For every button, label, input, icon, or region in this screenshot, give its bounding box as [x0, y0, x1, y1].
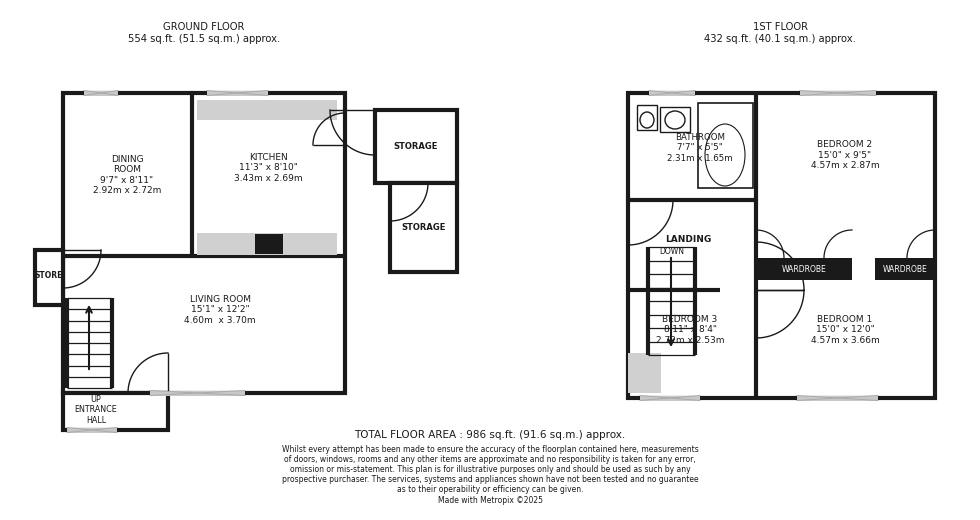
Text: BEDROOM 2
15'0" x 9'5"
4.57m x 2.87m: BEDROOM 2 15'0" x 9'5" 4.57m x 2.87m [810, 140, 879, 170]
Text: as to their operability or efficiency can be given.: as to their operability or efficiency ca… [397, 485, 583, 494]
Text: TOTAL FLOOR AREA : 986 sq.ft. (91.6 sq.m.) approx.: TOTAL FLOOR AREA : 986 sq.ft. (91.6 sq.m… [355, 430, 625, 440]
Bar [67, 427, 117, 433]
Bar [63, 93, 345, 393]
Text: STORAGE: STORAGE [402, 223, 446, 232]
Text: 1ST FLOOR
432 sq.ft. (40.1 sq.m.) approx.: 1ST FLOOR 432 sq.ft. (40.1 sq.m.) approx… [704, 22, 856, 44]
Text: prospective purchaser. The services, systems and appliances shown have not been : prospective purchaser. The services, sys… [281, 475, 699, 484]
Bar [660, 107, 690, 132]
Bar [35, 250, 63, 305]
Bar [84, 90, 118, 96]
Ellipse shape [640, 112, 654, 128]
Text: Made with Metropix ©2025: Made with Metropix ©2025 [437, 496, 543, 505]
Text: BATHROOM
7'7" x 5'5"
2.31m x 1.65m: BATHROOM 7'7" x 5'5" 2.31m x 1.65m [667, 133, 733, 163]
Bar [207, 90, 268, 96]
Bar [628, 93, 935, 398]
Ellipse shape [665, 111, 685, 129]
Bar [63, 393, 168, 430]
Bar [197, 233, 337, 255]
Text: GROUND FLOOR
554 sq.ft. (51.5 sq.m.) approx.: GROUND FLOOR 554 sq.ft. (51.5 sq.m.) app… [127, 22, 280, 44]
Text: DINING
ROOM
9'7" x 8'11"
2.92m x 2.72m: DINING ROOM 9'7" x 8'11" 2.92m x 2.72m [93, 155, 161, 195]
Bar [375, 110, 457, 183]
Text: WARDROBE: WARDROBE [883, 265, 927, 274]
Text: WARDROBE: WARDROBE [782, 265, 826, 274]
Text: LIVING ROOM
15'1" x 12'2"
4.60m  x 3.70m: LIVING ROOM 15'1" x 12'2" 4.60m x 3.70m [184, 295, 256, 325]
Bar [390, 183, 457, 272]
Text: LANDING: LANDING [664, 236, 711, 244]
Text: BEDROOM 1
15'0" x 12'0"
4.57m x 3.66m: BEDROOM 1 15'0" x 12'0" 4.57m x 3.66m [810, 315, 879, 345]
Bar [649, 90, 695, 96]
Bar [797, 396, 878, 400]
Text: UP
ENTRANCE
HALL: UP ENTRANCE HALL [74, 395, 118, 425]
Ellipse shape [705, 124, 745, 186]
Text: omission or mis-statement. This plan is for illustrative purposes only and shoul: omission or mis-statement. This plan is … [290, 465, 690, 474]
Text: STORAGE: STORAGE [394, 142, 438, 151]
Bar [628, 353, 661, 393]
Bar [640, 396, 700, 400]
Text: DOWN: DOWN [660, 248, 684, 256]
Bar [800, 90, 876, 96]
Text: BEDROOM 3
8'11" x 8'4"
2.72m x 2.53m: BEDROOM 3 8'11" x 8'4" 2.72m x 2.53m [656, 315, 724, 345]
Text: Whilst every attempt has been made to ensure the accuracy of the floorplan conta: Whilst every attempt has been made to en… [281, 445, 699, 454]
Bar [197, 100, 337, 120]
Bar [875, 258, 935, 280]
Bar [637, 105, 657, 130]
Bar [255, 234, 283, 254]
Text: STORE: STORE [35, 270, 63, 280]
Bar [150, 391, 245, 396]
Text: of doors, windows, rooms and any other items are approximate and no responsibili: of doors, windows, rooms and any other i… [284, 455, 696, 464]
Text: KITCHEN
11'3" x 8'10"
3.43m x 2.69m: KITCHEN 11'3" x 8'10" 3.43m x 2.69m [233, 153, 302, 183]
Bar [756, 258, 852, 280]
Bar [698, 103, 753, 188]
